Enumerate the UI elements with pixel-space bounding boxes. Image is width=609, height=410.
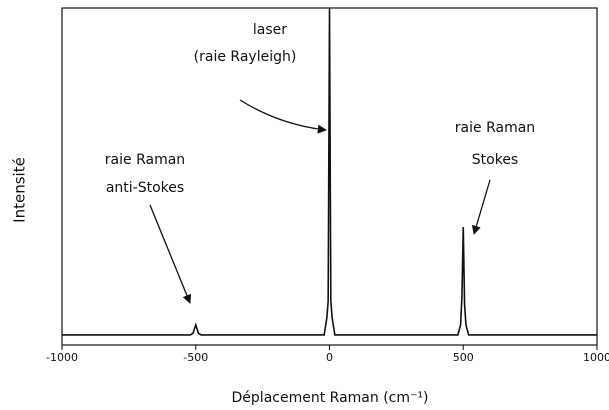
x-tick-label: 0 bbox=[326, 351, 333, 364]
x-axis-label: Déplacement Raman (cm⁻¹) bbox=[232, 390, 429, 406]
arrow bbox=[471, 179, 491, 235]
arrow bbox=[149, 204, 192, 304]
spectrum-line bbox=[62, 7, 597, 336]
x-tick-label: -500 bbox=[183, 351, 208, 364]
x-tick-label: 500 bbox=[453, 351, 474, 364]
y-axis-label: Intensité bbox=[11, 157, 29, 223]
x-tick-label: -1000 bbox=[46, 351, 78, 364]
annotation: Stokes bbox=[472, 152, 518, 168]
x-tick-label: 1000 bbox=[583, 351, 609, 364]
annotation: (raie Rayleigh) bbox=[194, 49, 297, 65]
annotation: laser bbox=[253, 22, 287, 38]
annotation: raie Raman bbox=[455, 120, 535, 136]
arrow bbox=[239, 99, 327, 134]
annotation: anti-Stokes bbox=[106, 180, 184, 196]
annotation: raie Raman bbox=[105, 152, 185, 168]
